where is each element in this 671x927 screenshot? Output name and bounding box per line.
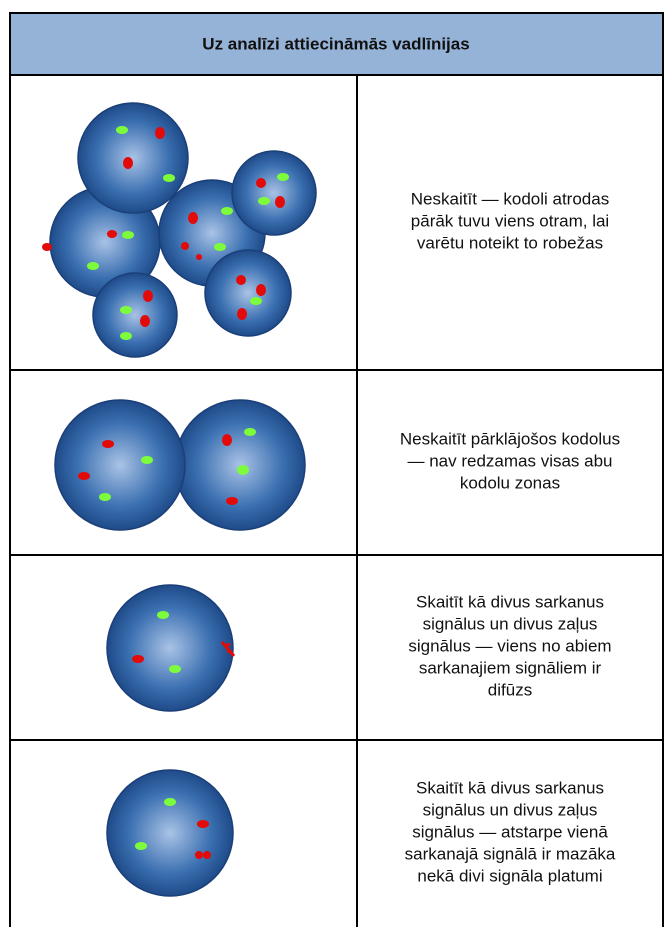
guideline-text: varētu noteikt to robežas <box>417 233 603 252</box>
guideline-text: Skaitīt kā divus sarkanus <box>416 778 604 797</box>
guideline-text: Skaitīt kā divus sarkanus <box>416 592 604 611</box>
header-bg <box>10 13 663 75</box>
table-grid <box>9 12 664 927</box>
illustration-overlapping <box>54 399 306 531</box>
illustration-split <box>106 769 234 897</box>
guideline-text: difūzs <box>488 680 532 699</box>
guideline-text: sarkanajiem signāliem ir <box>419 658 602 677</box>
guideline-text: signālus — atstarpe vienā <box>412 822 608 841</box>
illustration-diffuse <box>106 584 236 712</box>
guideline-text: — nav redzamas visas abu <box>407 451 612 470</box>
illustration-crowded <box>42 102 317 358</box>
guideline-text: signālus un divus zaļus <box>423 800 598 819</box>
guideline-text: signālus — viens no abiem <box>408 636 611 655</box>
header-title: Uz analīzi attiecināmās vadlīnijas <box>202 34 469 53</box>
guideline-text: pārāk tuvu viens otram, lai <box>411 211 609 230</box>
guideline-text: signālus un divus zaļus <box>423 614 598 633</box>
guideline-text: nekā divi signāla platumi <box>417 866 602 885</box>
guideline-text: kodolu zonas <box>460 473 560 492</box>
guideline-text: Neskaitīt — kodoli atrodas <box>411 189 609 208</box>
guideline-text: sarkanajā signālā ir mazāka <box>405 844 616 863</box>
guideline-text: Neskaitīt pārklājošos kodolus <box>400 429 620 448</box>
